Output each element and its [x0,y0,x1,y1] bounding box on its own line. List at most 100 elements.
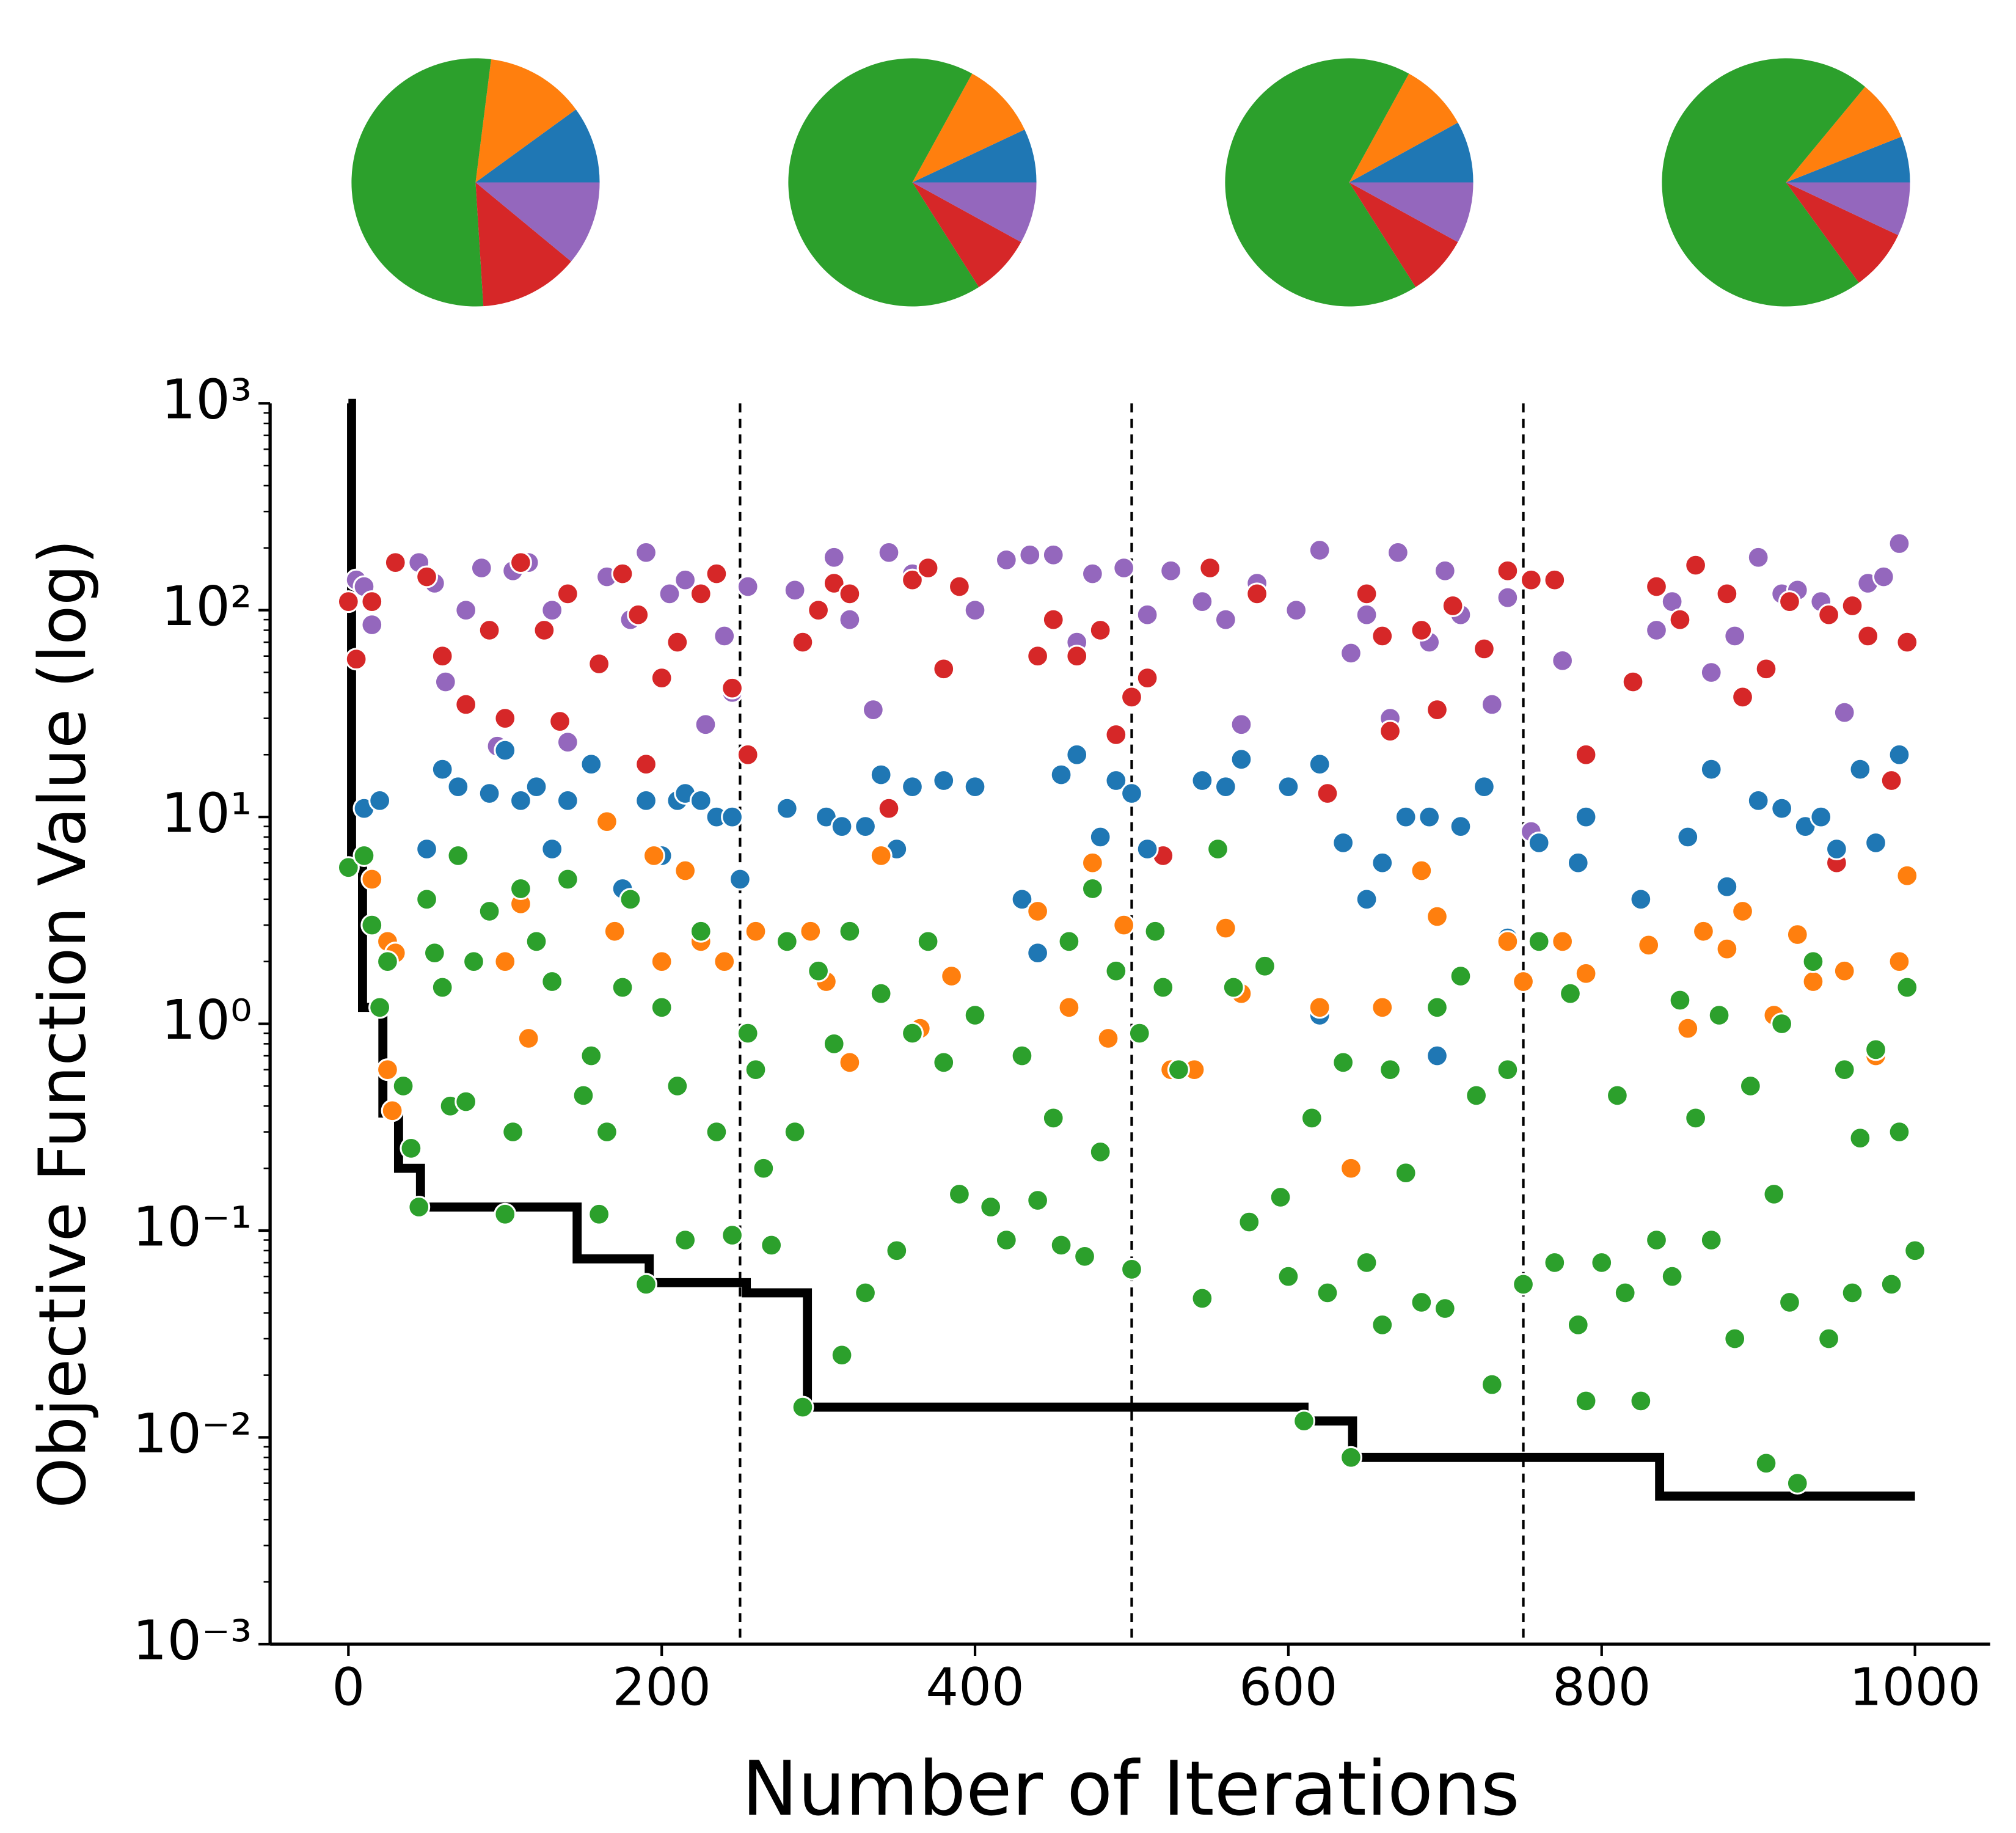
scatter-point [1715,582,1739,606]
scatter-point [1802,950,1825,973]
scatter-point [1394,1162,1417,1185]
scatter-point [1339,1157,1362,1180]
scatter-point [1425,1044,1449,1067]
scatter-point [1864,1038,1888,1061]
scatter-point [1778,590,1801,613]
scatter-point [1026,942,1050,965]
scatter-point [1849,758,1872,781]
scatter-point [423,942,446,965]
scatter-point [650,950,673,973]
pie-slice [475,59,576,183]
pie-slice [475,182,600,262]
scatter-point [1425,996,1449,1019]
scatter-point [900,1022,924,1045]
scatter-point [1379,720,1402,743]
scatter-point [674,568,697,591]
scatter-point [689,920,712,943]
scatter-point [1684,1107,1707,1130]
scatter-point [1042,1107,1065,1130]
scatter-point [392,1074,415,1097]
scatter-point [1065,645,1089,668]
scatter-point [705,562,728,585]
scatter-point [455,1090,478,1113]
scatter-point [916,930,940,953]
scatter-point [1332,831,1355,854]
scatter-point [916,557,940,580]
scatter-point [1613,1281,1637,1304]
scatter-point [1739,1074,1762,1097]
scatter-point [1410,618,1433,642]
scatter-point [736,575,759,598]
scatter-point [1700,1229,1723,1252]
scatter-point [595,810,618,833]
scatter-point [1786,1472,1809,1495]
scatter-point [1692,920,1715,943]
scatter-point [822,572,845,595]
scatter-point [1558,982,1582,1005]
scatter-point [1371,1313,1394,1336]
pie-slice [1225,58,1416,307]
scatter-point [1238,1210,1261,1234]
scatter-point [556,789,579,812]
scatter-point [1676,825,1700,849]
scatter-point [1645,618,1668,642]
scatter-point [337,590,360,613]
scatter-point [556,868,579,891]
scatter-point [1605,1084,1629,1107]
scatter-point [478,618,501,642]
scatter-point [900,775,924,799]
scatter-point [666,1074,689,1097]
scatter-point [627,603,650,626]
scatter-point [1097,1026,1120,1050]
scatter-point [721,1224,744,1247]
scatter-point [1762,1182,1786,1206]
scatter-point [1026,645,1050,668]
scatter-point [1676,1017,1700,1040]
scatter-point [1042,543,1065,566]
scatter-point [1285,599,1308,622]
scatter-point [1355,1251,1378,1274]
scatter-point [509,551,532,574]
scatter-point [1645,575,1668,598]
scatter-point [415,888,439,911]
scatter-point [1018,543,1042,566]
scatter-point [1089,1140,1112,1163]
scatter-point [1339,642,1362,665]
y-axis-label: Objective Function Value (log) [25,539,100,1508]
scatter-point [932,769,955,792]
pie-slice [912,182,1037,243]
scatter-point [689,789,712,812]
pie-slice [1349,182,1458,287]
scatter-point [1872,565,1895,588]
scatter-point [1857,624,1880,648]
scatter-point [588,653,611,676]
scatter-point [1081,877,1104,900]
scatter-point [1316,782,1339,805]
scatter-point [1081,562,1104,585]
scatter-point [775,930,798,953]
pie-slice [1786,182,1910,235]
scatter-point [1888,743,1911,766]
scatter-point [940,965,963,988]
scatter-point [1496,1058,1519,1081]
scatter-point [381,1099,404,1122]
scatter-point [502,1121,525,1144]
scatter-point [1747,546,1770,569]
scatter-point [1136,838,1159,861]
scatter-point [533,618,556,642]
scatter-point [611,976,634,999]
scatter-point [1105,769,1128,792]
scatter-point [807,599,830,622]
scatter-point [1112,913,1136,937]
x-tick-label: 1000 [1849,1657,1981,1718]
scatter-point [666,631,689,654]
scatter-point [1574,962,1598,985]
scatter-point [1566,851,1590,874]
scatter-point [791,631,814,654]
y-tick-label: 10² [161,575,252,638]
scatter-point [1802,970,1825,993]
scatter-point [995,548,1018,571]
scatter-point [368,789,392,812]
scatter-point [1512,1273,1535,1296]
scatter-point [1394,805,1417,829]
